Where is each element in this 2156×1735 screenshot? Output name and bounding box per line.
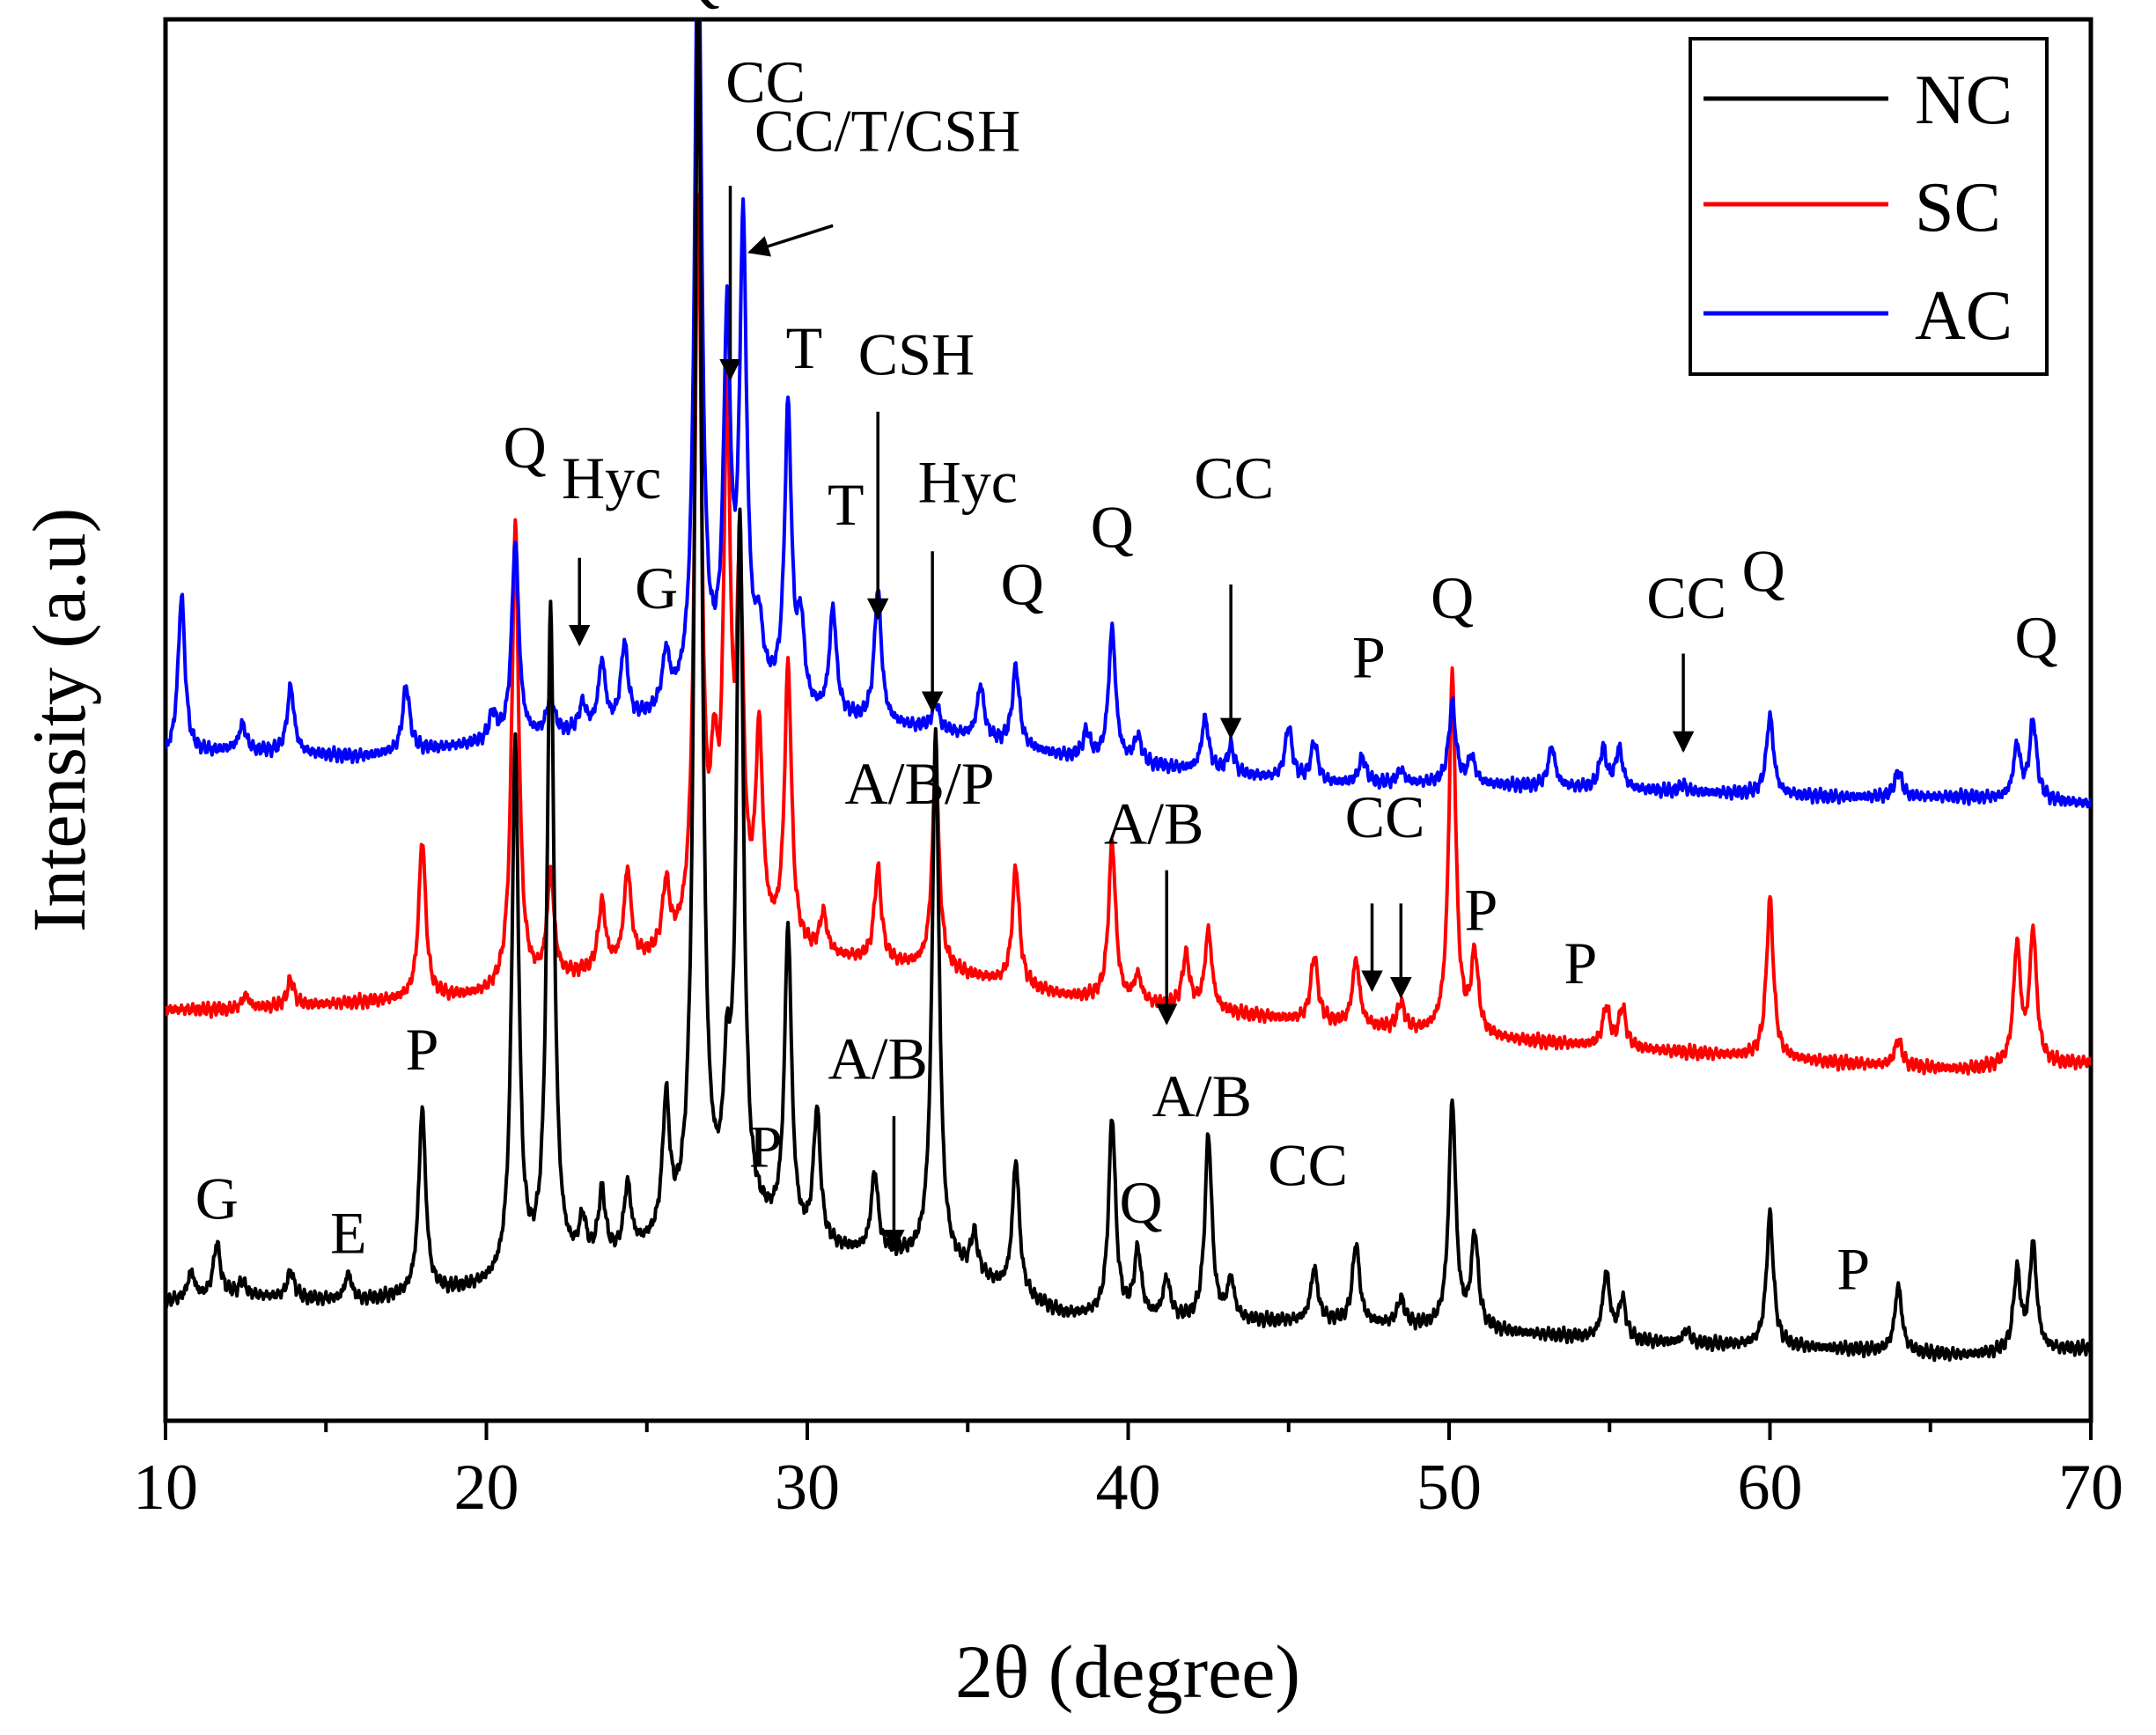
phase-label: E xyxy=(330,1200,367,1267)
series-line-nc xyxy=(166,19,2091,1363)
phase-label: A/B xyxy=(1104,790,1203,856)
x-tick-label: 60 xyxy=(1738,1452,1803,1524)
phase-label: Hyc xyxy=(918,448,1018,515)
phase-label: CSH xyxy=(858,320,975,387)
x-tick-label: 70 xyxy=(2058,1452,2123,1524)
phase-label: Q xyxy=(1431,564,1474,631)
series-line-sc xyxy=(166,193,2091,1076)
phase-label: CC xyxy=(1194,445,1274,511)
phase-label: P xyxy=(1465,877,1498,944)
x-tick-label: 10 xyxy=(133,1452,198,1524)
phase-label: P xyxy=(1352,624,1386,691)
annotation-arrow xyxy=(747,224,834,257)
phase-label: Q xyxy=(2014,604,2057,671)
phase-label: P xyxy=(406,1016,439,1083)
phase-label: CC xyxy=(1646,564,1726,631)
phase-label: G xyxy=(195,1165,239,1231)
x-tick-label: 30 xyxy=(775,1452,840,1524)
legend-label-sc: SC xyxy=(1915,169,2001,246)
x-tick-label: 20 xyxy=(454,1452,519,1524)
phase-label: CC xyxy=(725,48,806,115)
legend: NC SC AC xyxy=(1689,37,2049,376)
phase-label: CC xyxy=(1268,1132,1348,1199)
phase-label: Hyc xyxy=(562,445,661,511)
phase-label: Q xyxy=(504,414,547,481)
phase-label: P xyxy=(1836,1235,1870,1302)
phase-label: T xyxy=(828,471,865,538)
phase-label: Q xyxy=(677,0,720,13)
phase-label: CC xyxy=(1345,783,1425,850)
series-line-ac xyxy=(166,19,2091,809)
phase-label: A/B xyxy=(828,1026,928,1092)
x-axis-title: 2θ (degree) xyxy=(955,1629,1300,1714)
phase-label: Q xyxy=(1091,494,1134,561)
phase-label: Q xyxy=(1742,538,1785,605)
x-tick-label: 40 xyxy=(1096,1452,1161,1524)
series-layer xyxy=(166,19,2091,1363)
phase-label: P xyxy=(749,1113,783,1180)
phase-label: Q xyxy=(1001,551,1044,618)
phase-label: A/B/P xyxy=(845,750,995,817)
phase-label: G xyxy=(635,555,678,621)
annotation-layer: GEPQCCCC/T/CSHTCSHQHycTHycGQQCCPQCCQQA/B… xyxy=(195,0,2058,1302)
y-axis-title: Intensity (a.u) xyxy=(17,508,101,932)
legend-label-ac: AC xyxy=(1915,277,2013,355)
phase-label: CC/T/CSH xyxy=(754,98,1020,165)
phase-label: P xyxy=(1564,930,1598,996)
legend-label-nc: NC xyxy=(1915,62,2013,139)
phase-label: A/B xyxy=(1152,1062,1252,1129)
phase-label: T xyxy=(786,314,823,381)
phase-label: Q xyxy=(1120,1169,1163,1236)
x-axis: 10 20 30 40 50 60 70 xyxy=(133,1421,2123,1524)
x-tick-label: 50 xyxy=(1416,1452,1482,1524)
